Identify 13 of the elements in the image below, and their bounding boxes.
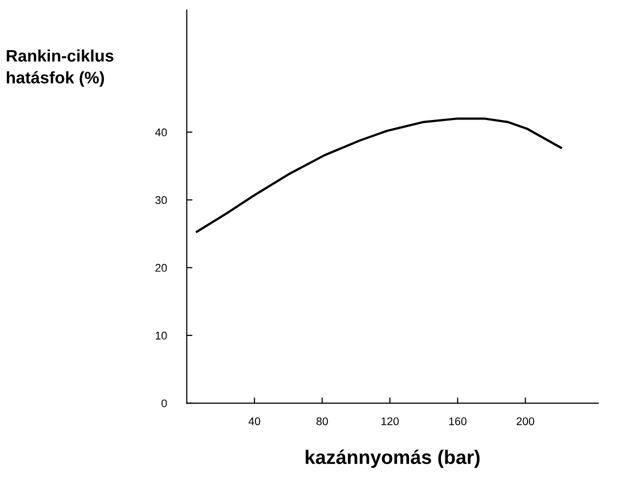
x-tick-label: 200	[516, 417, 534, 426]
x-axis-title: kazánnyomás (bar)	[306, 450, 480, 468]
y-axis-title: Rankin-ciklus hatásfok (%)	[6, 49, 114, 87]
y-tick-label: 0	[162, 399, 167, 408]
line-series	[196, 117, 562, 233]
x-tick-label: 120	[382, 417, 399, 426]
y-tick-label: 30	[155, 196, 167, 204]
x-tick-label: 160	[449, 417, 466, 426]
x-tick-label: 80	[316, 417, 328, 426]
x-tick-label: 40	[248, 417, 260, 426]
y-tick-label: 40	[155, 128, 167, 136]
y-tick-label: 20	[155, 264, 167, 272]
y-tick-label: 10	[156, 332, 167, 340]
